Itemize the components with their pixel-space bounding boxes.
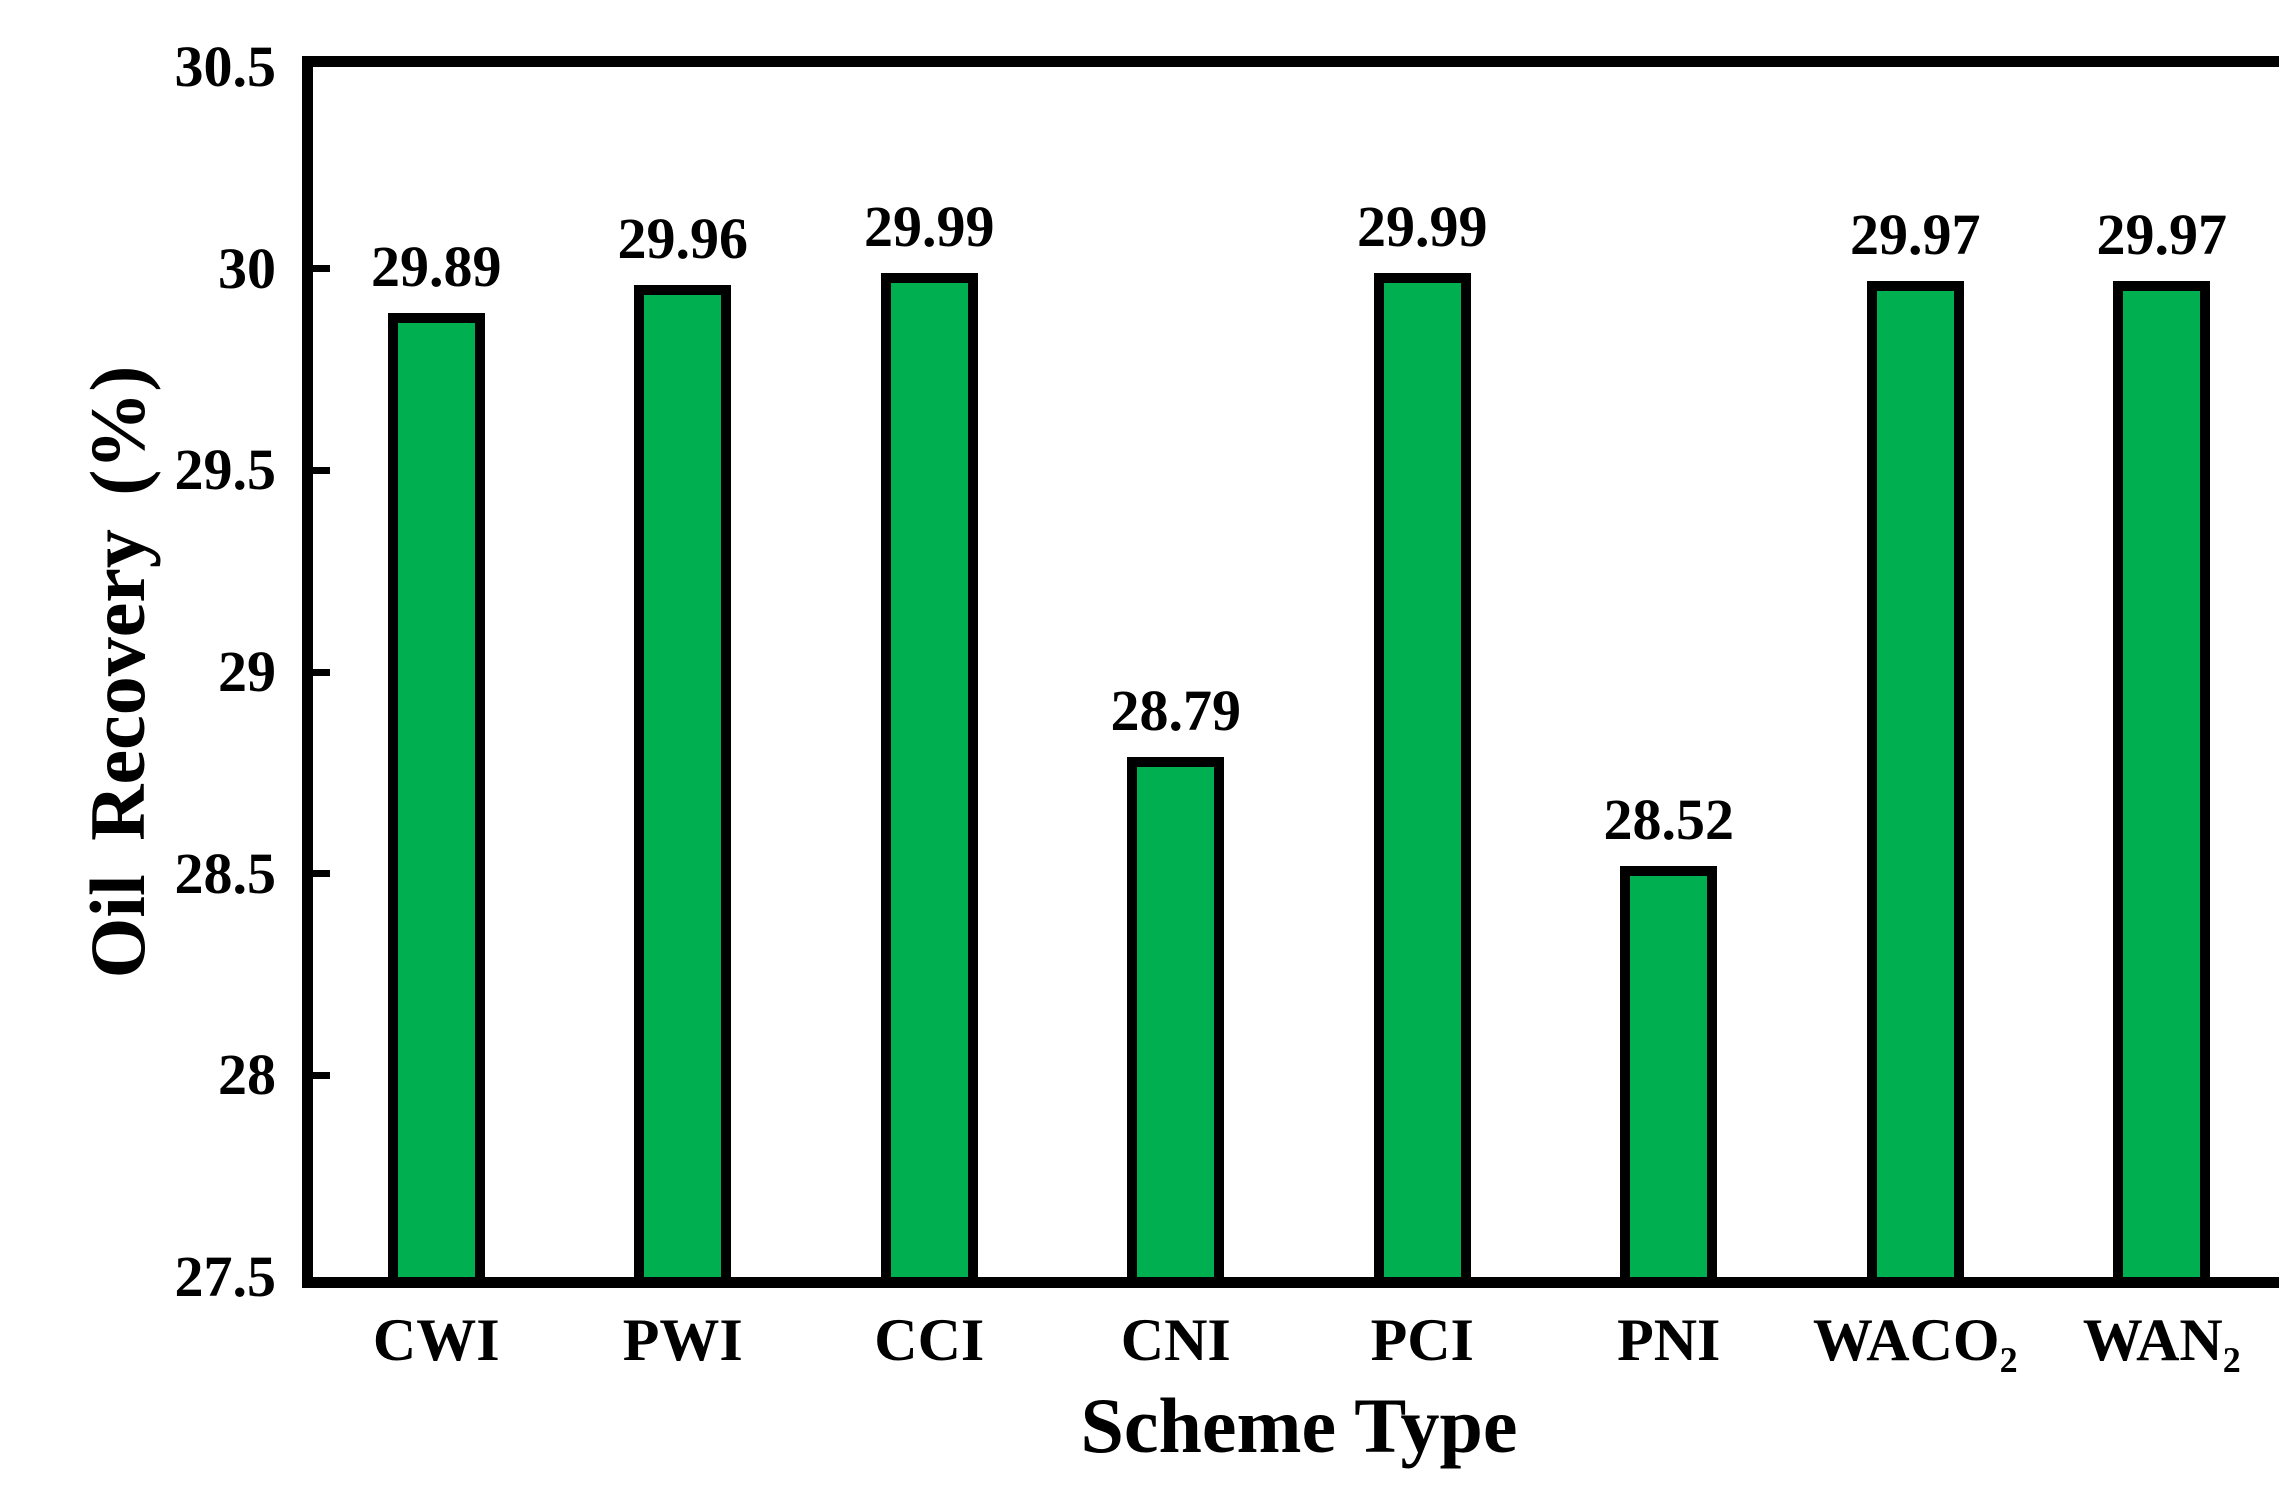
x-axis-title: Scheme Type	[1080, 1382, 1518, 1469]
y-tick-mark	[313, 1071, 330, 1079]
y-tick-mark	[313, 668, 330, 676]
y-tick-label: 29	[218, 639, 276, 704]
bar-CWI	[387, 313, 485, 1277]
bar-PWI	[634, 284, 732, 1277]
y-tick-label: 30.5	[174, 34, 277, 99]
plot-area: 29.89 29.96 29.99 28.79 29.99 28.52 29.97 29.97	[302, 56, 2279, 1288]
bar-chart: Oil Recovery (%) 29.89 29.96 29.99 28.79 29.…	[40, 16, 2279, 1488]
y-tick-label: 30	[218, 235, 276, 301]
bar-value-label: 29.89	[371, 234, 502, 300]
bar-value-label: 28.52	[1603, 786, 1735, 852]
bar-value-label: 29.99	[1357, 193, 1488, 259]
bar-WACO₂	[1866, 280, 1964, 1277]
y-tick-label: 28	[218, 1042, 276, 1108]
y-tick-mark	[313, 466, 330, 474]
bar-CNI	[1127, 756, 1225, 1277]
x-category-label: PNI	[1617, 1307, 1721, 1373]
x-category-label: CWI	[372, 1307, 500, 1373]
bar-WAN₂	[2113, 280, 2211, 1277]
bar-value-label: 29.99	[864, 193, 995, 259]
bar-value-label: 28.79	[1110, 677, 1242, 743]
bar-value-label: 29.97	[1850, 201, 1981, 267]
x-category-label: CNI	[1120, 1307, 1231, 1373]
y-tick-label: 27.5	[174, 1244, 277, 1309]
bar-PCI	[1373, 272, 1471, 1277]
x-category-label: PWI	[622, 1307, 743, 1373]
bar-PNI	[1620, 865, 1718, 1277]
x-category-label: WACO₂	[1812, 1307, 2018, 1373]
y-tick-mark	[313, 265, 330, 273]
y-tick-mark	[313, 870, 330, 878]
bar-CCI	[880, 272, 978, 1277]
x-category-label: WAN₂	[2082, 1307, 2241, 1373]
y-tick-label: 28.5	[174, 840, 277, 906]
bar-value-label: 29.96	[617, 205, 749, 271]
bar-value-label: 29.97	[2096, 201, 2228, 267]
y-tick-label: 29.5	[174, 437, 277, 503]
x-category-label: PCI	[1370, 1307, 1474, 1373]
x-category-label: CCI	[874, 1307, 985, 1373]
